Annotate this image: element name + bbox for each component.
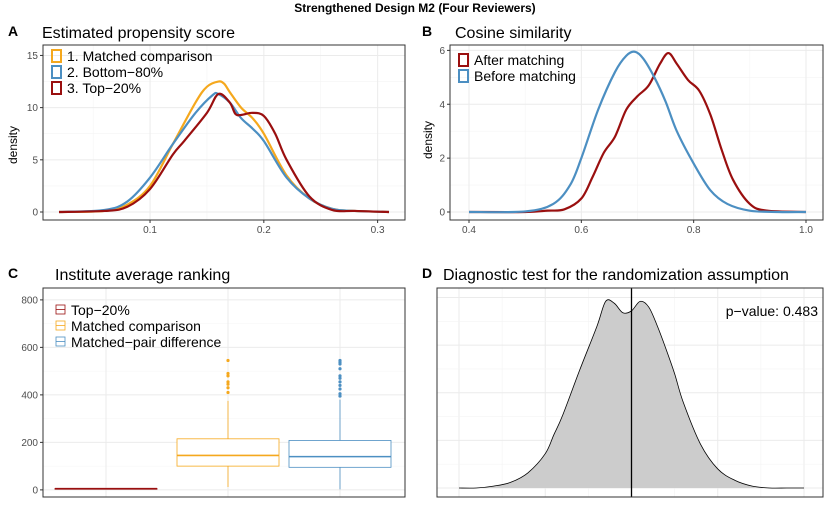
panel-b-ylabel: density: [421, 121, 435, 159]
panel-a-legend-key: [51, 49, 62, 63]
panel-a-xtick-label: 0.2: [257, 225, 271, 236]
panel-b-ytick-label: 4: [439, 100, 445, 111]
panel-a-title: Estimated propensity score: [42, 25, 235, 42]
panel-a-legend-key: [51, 65, 62, 79]
panel-a-plot-background: [43, 45, 405, 220]
panel-b-density-line: [468, 50, 807, 214]
panel-b-xtick-label: 0.6: [574, 225, 588, 236]
panel-b-density-line: [468, 51, 807, 214]
panel-c-ytick-label: 200: [21, 438, 38, 449]
panel-c-outlier: [226, 371, 230, 376]
panel-d-title: Diagnostic test for the randomization as…: [443, 267, 789, 284]
panel-a-plot-border: [42, 44, 406, 221]
panel-c-ytick-label: 0: [32, 485, 38, 496]
panel-b-legend-key: [458, 53, 469, 67]
panel-a-xtick-label: 0.3: [371, 225, 385, 236]
panel-c-outlier: [338, 367, 342, 371]
panel-c-outlier: [226, 390, 230, 395]
panel-b-plot-border: [449, 44, 824, 221]
panel-b-letter: B: [422, 23, 432, 39]
panel-b-ytick-label: 0: [439, 208, 445, 219]
panel-b-legend-key: [458, 69, 469, 83]
panel-d-pvalue-annotation: p−value: 0.483: [726, 303, 818, 319]
panel-b-ytick-label: 2: [439, 154, 445, 165]
panel-c-letter: C: [8, 265, 18, 281]
panel-b-title: Cosine similarity: [455, 25, 571, 42]
panel-c-box: [176, 438, 280, 467]
panel-a: A Estimated propensity score density 0 5 1…: [6, 23, 406, 236]
panel-b-xtick-label: 0.8: [687, 225, 701, 236]
panel-b-ytick-label: 6: [439, 46, 445, 57]
panel-c: C Institute average ranking 0 200 400 600 80…: [8, 265, 406, 498]
panel-c-outlier: [226, 382, 230, 386]
panel-a-ytick-label: 15: [27, 51, 39, 62]
panel-b: B Cosine similarity density 0 2 4 6 0.4 0.6 0.…: [421, 23, 824, 236]
panel-b-legend-label: Before matching: [474, 68, 576, 84]
panel-b-legend-label: After matching: [474, 52, 564, 68]
panel-c-ytick-label: 400: [21, 390, 38, 401]
panel-a-density-line: [58, 92, 390, 214]
panel-c-legend-label: Matched comparison: [71, 318, 201, 334]
panel-b-xtick-label: 0.4: [462, 225, 476, 236]
panel-a-xtick-label: 0.1: [143, 225, 157, 236]
panel-c-outlier: [338, 383, 342, 387]
panel-d-plot: p−value: 0.483: [436, 287, 824, 498]
panel-c-outlier: [338, 374, 342, 378]
panel-a-ytick-label: 5: [32, 155, 38, 166]
panel-a-legend-label: 1. Matched comparison: [67, 48, 213, 64]
panel-c-outlier: [226, 380, 230, 384]
panel-a-letter: A: [8, 23, 18, 39]
panel-c-outlier: [226, 358, 230, 363]
panel-c-outlier: [338, 392, 342, 396]
panel-a-legend-label: 2. Bottom−80%: [67, 64, 163, 80]
panel-a-ytick-label: 0: [32, 208, 38, 219]
panel-a-legend-label: 3. Top−20%: [67, 80, 141, 96]
panel-c-outlier: [338, 358, 342, 363]
panel-c-outlier: [226, 386, 230, 390]
panel-b-plot-background: [450, 45, 823, 220]
panel-c-outlier: [338, 387, 342, 391]
panel-c-ytick-label: 800: [21, 295, 38, 306]
panel-c-plot: 0 200 400 600 800 Top−20%Matched comparisonMa…: [21, 287, 406, 498]
panel-c-box: [288, 440, 392, 468]
panel-a-ytick-label: 10: [27, 103, 39, 114]
panel-c-title: Institute average ranking: [55, 267, 230, 284]
panel-c-legend-label: Matched−pair difference: [71, 334, 222, 350]
panel-d: D Diagnostic test for the randomization …: [422, 265, 824, 498]
panel-c-outlier: [338, 394, 342, 398]
panel-c-outlier: [226, 374, 230, 378]
panel-c-legend-label: Top−20%: [71, 302, 130, 318]
panel-d-plot-border: [436, 287, 824, 498]
panel-b-xtick-label: 1.0: [799, 225, 813, 236]
panel-c-plot-border: [42, 287, 406, 498]
panel-c-ytick-label: 600: [21, 343, 38, 354]
panel-c-outlier: [338, 380, 342, 384]
panel-d-letter: D: [422, 265, 432, 281]
panel-a-ylabel: density: [6, 126, 20, 164]
panel-a-legend-key: [51, 81, 62, 95]
figure-title: Strengthened Design M2 (Four Reviewers): [294, 1, 535, 15]
panel-c-outlier: [338, 376, 342, 380]
